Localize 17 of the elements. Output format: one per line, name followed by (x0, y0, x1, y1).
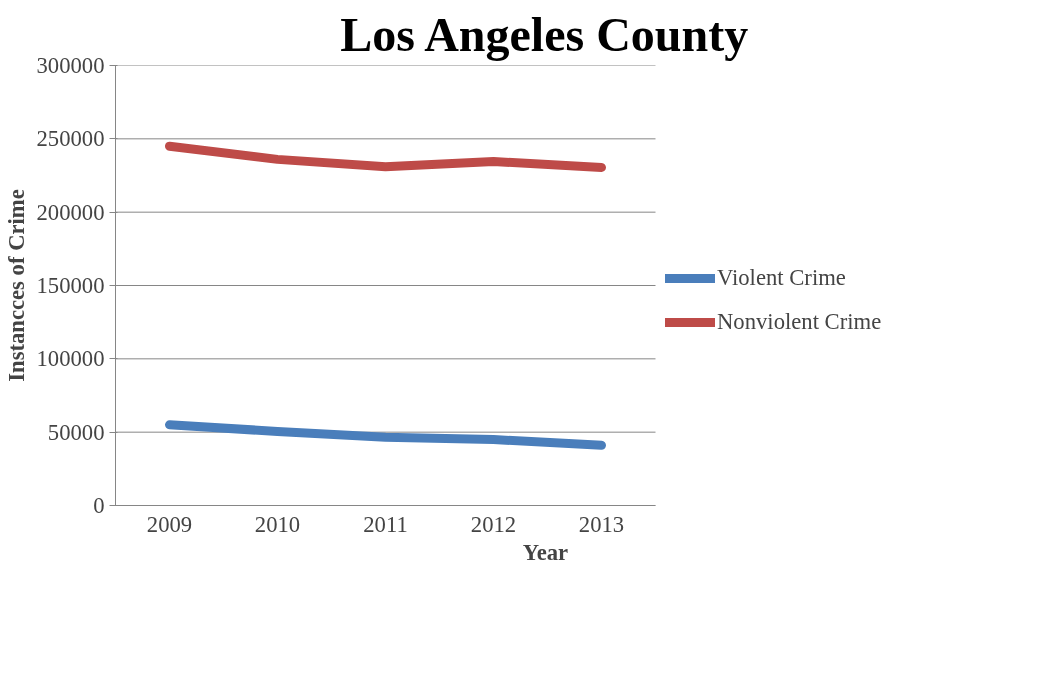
chart-title: Los Angeles County (340, 7, 749, 61)
y-tick-label: 200000 (36, 199, 105, 225)
x-tick-label: 2011 (363, 511, 408, 537)
y-tick-label: 250000 (36, 126, 105, 152)
x-axis-title: Year (522, 539, 569, 565)
legend-label: Violent Crime (717, 265, 846, 291)
x-tick-label: 2009 (146, 511, 193, 537)
x-tick-label: 2010 (254, 511, 301, 537)
y-tick-label: 150000 (36, 273, 105, 298)
y-tick-label: 300000 (36, 53, 105, 78)
x-tick-label: 2012 (470, 511, 517, 537)
x-tick-label: 2013 (578, 511, 625, 537)
y-tick-label: 50000 (47, 419, 105, 445)
legend-label: Nonviolent Crime (717, 309, 882, 335)
y-tick-label: 0 (93, 493, 105, 518)
y-axis-title: Instancces of Crime (3, 189, 29, 382)
y-tick-label: 100000 (36, 346, 105, 372)
